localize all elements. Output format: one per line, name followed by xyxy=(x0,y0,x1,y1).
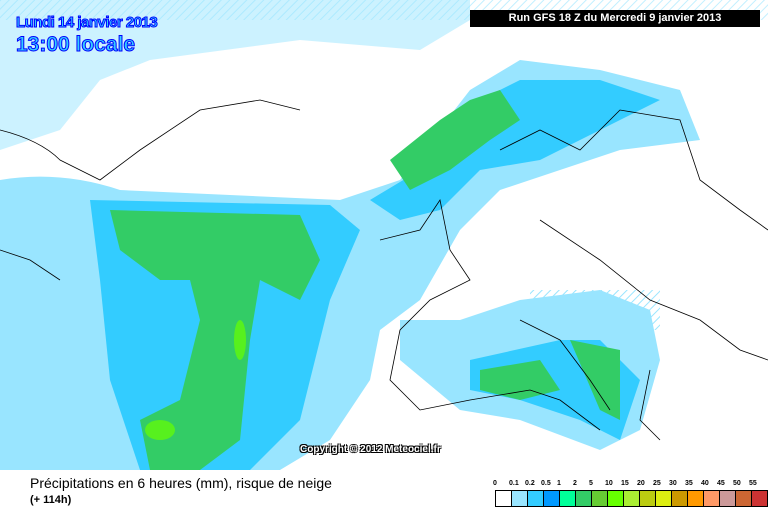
legend-label: 20 xyxy=(637,480,645,487)
legend-label: 0.2 xyxy=(525,480,535,487)
legend-label: 5 xyxy=(589,480,593,487)
legend-swatch xyxy=(640,491,656,506)
forecast-date: Lundi 14 janvier 2013 xyxy=(15,14,158,32)
legend-swatch xyxy=(672,491,688,506)
legend-swatch xyxy=(720,491,736,506)
legend-label: 15 xyxy=(621,480,629,487)
legend-swatch xyxy=(544,491,560,506)
coastlines xyxy=(0,99,768,441)
map-caption: Précipitations en 6 heures (mm), risque … xyxy=(30,475,332,491)
legend-swatch xyxy=(688,491,704,506)
legend-swatch xyxy=(624,491,640,506)
legend-label: 0.5 xyxy=(541,480,551,487)
legend-labels: 0 0.1 0.2 0.5 1 2 5 10 15 20 25 30 35 40 45 50 55 xyxy=(490,480,768,490)
copyright: Copyright © 2012 Meteociel.fr xyxy=(300,444,441,455)
legend-swatch xyxy=(512,491,528,506)
precipitation-map xyxy=(0,0,768,470)
legend-swatch xyxy=(528,491,544,506)
legend-swatch xyxy=(608,491,624,506)
legend-label: 25 xyxy=(653,480,661,487)
forecast-time: 13:00 locale xyxy=(15,33,136,57)
color-legend xyxy=(495,490,768,507)
legend-label: 55 xyxy=(749,480,757,487)
legend-swatch xyxy=(576,491,592,506)
legend-swatch xyxy=(736,491,752,506)
legend-label: 2 xyxy=(573,480,577,487)
legend-label: 35 xyxy=(685,480,693,487)
model-run-label: Run GFS 18 Z du Mercredi 9 janvier 2013 xyxy=(470,10,760,27)
forecast-lead: (+ 114h) xyxy=(30,494,72,506)
legend-swatch xyxy=(704,491,720,506)
legend-swatch xyxy=(560,491,576,506)
legend-label: 40 xyxy=(701,480,709,487)
legend-label: 0.1 xyxy=(509,480,519,487)
legend-label: 50 xyxy=(733,480,741,487)
legend-label: 30 xyxy=(669,480,677,487)
legend-swatch xyxy=(752,491,767,506)
precip-heavy xyxy=(110,90,620,470)
legend-label: 10 xyxy=(605,480,613,487)
legend-label: 1 xyxy=(557,480,561,487)
legend-swatch xyxy=(592,491,608,506)
legend-label: 45 xyxy=(717,480,725,487)
legend-label: 0 xyxy=(493,480,497,487)
legend-swatch xyxy=(656,491,672,506)
legend-swatch xyxy=(496,491,512,506)
